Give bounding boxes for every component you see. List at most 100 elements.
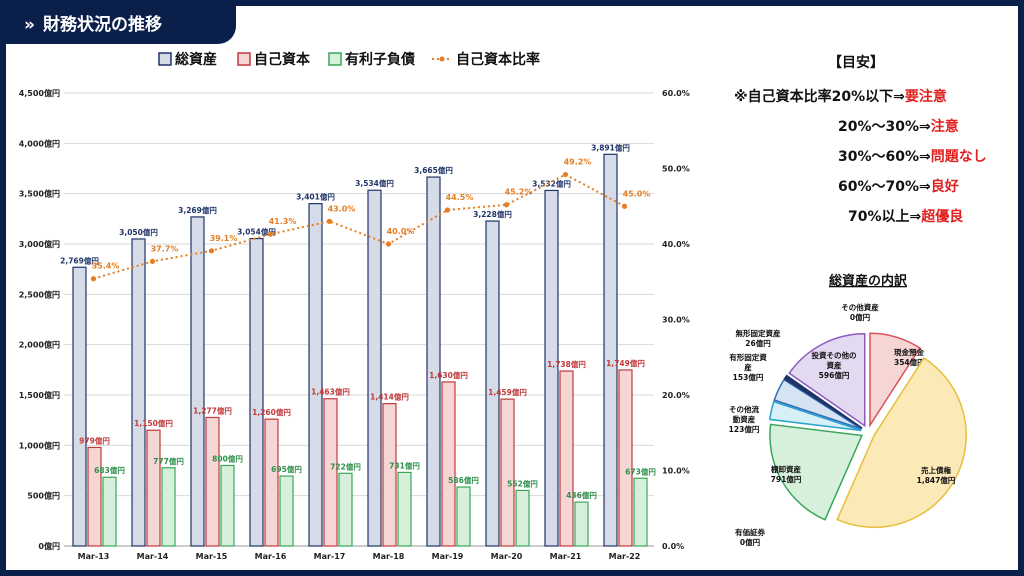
bar-label-total-assets: 3,532億円 [532, 178, 571, 188]
ratio-line-series: 35.4% 37.7% 39.1% 41.3% 43.0% 40.0% 44.5% 45.2%… [90, 158, 650, 282]
bar-debt [102, 476, 117, 547]
bar-label-equity: 1,630億円 [429, 370, 468, 380]
guide-row: 60%～70%⇒良好 [838, 176, 959, 196]
y2-tick-label: 10.0% [662, 467, 690, 476]
equity-ratio-guide: 【目安】 ※自己資本比率20%以下⇒要注意 20%～30%⇒注意 30%～60%… [724, 52, 1014, 242]
bar-equity [87, 446, 102, 547]
legend-swatch-debt [328, 52, 342, 66]
pie-slice-value: 596億円 [819, 370, 850, 380]
ratio-label: 44.5% [446, 193, 474, 202]
y-tick-label: 4,500億円 [19, 88, 60, 98]
pie-slice-label: 投資その他の資産 [812, 350, 857, 370]
y2-tick-label: 60.0% [662, 89, 690, 98]
pie-slice [783, 374, 863, 429]
bar-equity [264, 418, 279, 547]
bar-equity [205, 416, 220, 547]
guide-row: 30%～60%⇒問題なし [838, 146, 987, 166]
bar-equity [382, 403, 397, 547]
pie-slice-label: 棚卸資産 [771, 464, 801, 474]
legend-label-equity: 自己資本 [254, 51, 311, 68]
ratio-point [562, 171, 569, 178]
legend-swatch-equity [237, 52, 251, 66]
y2-tick-label: 0.0% [662, 542, 684, 551]
guide-row: 20%～30%⇒注意 [838, 116, 959, 136]
y-tick-label: 3,500億円 [19, 189, 60, 199]
guide-level: 良好 [930, 179, 959, 195]
bar-equity [618, 369, 633, 547]
x-tick-label: Mar-14 [137, 552, 169, 561]
bar-debt [515, 489, 530, 547]
bar-equity [500, 398, 515, 547]
bar-label-total-assets: 3,054億円 [237, 227, 276, 237]
y-tick-label: 1,000億円 [19, 440, 60, 450]
x-tick-label: Mar-16 [255, 552, 287, 561]
chart-legend: 総資産 自己資本 有利子負債 自己資本比率 [158, 51, 540, 68]
ratio-label: 35.4% [92, 262, 120, 271]
ratio-line [93, 173, 625, 280]
double-chevron-right-icon: » [24, 15, 35, 35]
ratio-point [444, 207, 451, 213]
ratio-label: 43.0% [328, 204, 356, 213]
pie-slice-label: 有価証券 [735, 527, 765, 537]
y-tick-label: 3,000億円 [19, 239, 60, 249]
ratio-point [621, 203, 628, 209]
bar-label-equity: 1,459億円 [488, 387, 527, 397]
ratio-point [326, 218, 333, 224]
x-tick-label: Mar-19 [432, 552, 464, 561]
x-tick-label: Mar-22 [609, 552, 641, 561]
bar-label-equity: 1,749億円 [606, 358, 645, 368]
ratio-point [149, 258, 156, 264]
guide-level: 要注意 [904, 89, 947, 105]
bar-label-debt: 436億円 [566, 490, 597, 500]
guide-row: ※自己資本比率20%以下⇒要注意 [734, 86, 947, 106]
bar-debt [574, 501, 589, 547]
y2-tick-label: 30.0% [662, 316, 690, 325]
y-tick-label: 2,000億円 [19, 340, 60, 350]
ratio-point [385, 241, 392, 247]
asset-breakdown-pie: 総資産の内訳現金預金354億円売上債権1,847億円有価証券0億円棚卸資産791… [729, 273, 967, 547]
bar-label-debt: 800億円 [212, 453, 243, 463]
bar-label-total-assets: 3,891億円 [591, 142, 630, 152]
y-axis-left: 0億円 500億円 1,000億円 1,500億円 2,000億円 2,500億円 3,00… [19, 88, 60, 551]
bar-label-total-assets: 3,050億円 [119, 227, 158, 237]
bar-debt [161, 467, 176, 547]
pie-slice-label: 売上債権 [921, 465, 951, 475]
legend-label-debt: 有利子負債 [345, 51, 415, 68]
guide-heading: 【目安】 [828, 55, 884, 71]
bar-label-debt: 731億円 [389, 460, 420, 470]
pie-slice [788, 333, 866, 428]
guide-level: 超優良 [921, 209, 964, 225]
bar-label-total-assets: 3,665億円 [414, 165, 453, 175]
guide-range: 30%～60%⇒ [838, 149, 931, 165]
x-tick-label: Mar-15 [196, 552, 228, 561]
bar-debt [397, 471, 412, 547]
guide-range: 20%～30%⇒ [838, 119, 931, 135]
pie-slice [773, 378, 863, 430]
y-axis-right: 0.0% 10.0% 20.0% 30.0% 40.0% 50.0% 60.0% [662, 89, 690, 551]
x-tick-label: Mar-17 [314, 552, 346, 561]
legend-label-ratio: 自己資本比率 [456, 51, 540, 68]
bar-label-total-assets: 2,769億円 [60, 255, 99, 265]
bar-label-equity: 1,414億円 [370, 392, 409, 402]
y-tick-label: 0億円 [38, 541, 60, 551]
pie-slice [768, 400, 862, 432]
guide-row: 70%以上⇒超優良 [848, 206, 963, 226]
ratio-label: 49.2% [564, 158, 592, 167]
bar-label-equity: 1,463億円 [311, 387, 350, 397]
bar-total-assets [190, 216, 205, 547]
bar-total-assets [426, 176, 441, 547]
title-banner: » 財務状況の推移 [6, 6, 236, 44]
x-tick-label: Mar-18 [373, 552, 405, 561]
y-tick-label: 1,500億円 [19, 390, 60, 400]
pie-title: 総資産の内訳 [829, 273, 908, 289]
bar-debt [633, 477, 648, 547]
bar-label-debt: 722億円 [330, 461, 361, 471]
pie-slice-label: 現金預金 [894, 347, 924, 357]
bar-label-debt: 552億円 [507, 478, 538, 488]
pie-slice-value: 123億円 [729, 424, 760, 434]
guide-range: 70%以上⇒ [848, 209, 922, 225]
pie-slice-value: 0億円 [740, 537, 761, 547]
y2-tick-label: 40.0% [662, 240, 690, 249]
bar-total-assets [485, 220, 500, 547]
ratio-label: 37.7% [151, 244, 179, 253]
